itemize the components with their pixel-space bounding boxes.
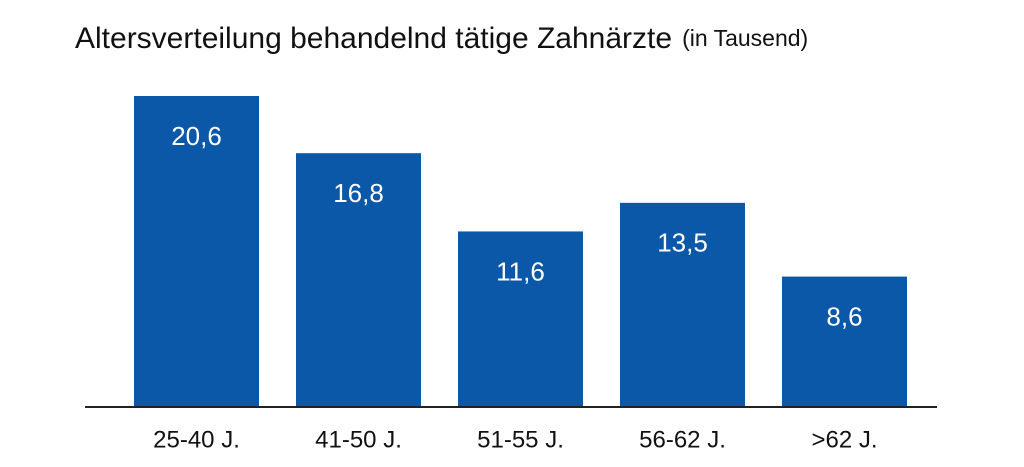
value-label: 16,8 — [333, 178, 384, 208]
chart-subtitle: (in Tausend) — [682, 25, 808, 51]
bar — [134, 96, 259, 406]
x-tick-label: 25-40 J. — [153, 426, 240, 453]
chart-title-main: Altersverteilung behandelnd tätige Zahnä… — [75, 22, 672, 55]
value-label: 8,6 — [826, 301, 862, 331]
x-tick-label: 56-62 J. — [639, 426, 726, 453]
bar — [296, 153, 421, 406]
bar — [782, 276, 907, 406]
value-label: 11,6 — [496, 256, 545, 286]
bar — [458, 231, 583, 406]
value-label: 20,6 — [171, 121, 222, 151]
value-label: 13,5 — [657, 228, 708, 258]
x-tick-label: 51-55 J. — [477, 426, 564, 453]
chart-title: Altersverteilung behandelnd tätige Zahnä… — [75, 22, 808, 55]
bar — [620, 202, 745, 406]
x-tick-label: >62 J. — [811, 426, 877, 453]
x-tick-label: 41-50 J. — [315, 426, 402, 453]
